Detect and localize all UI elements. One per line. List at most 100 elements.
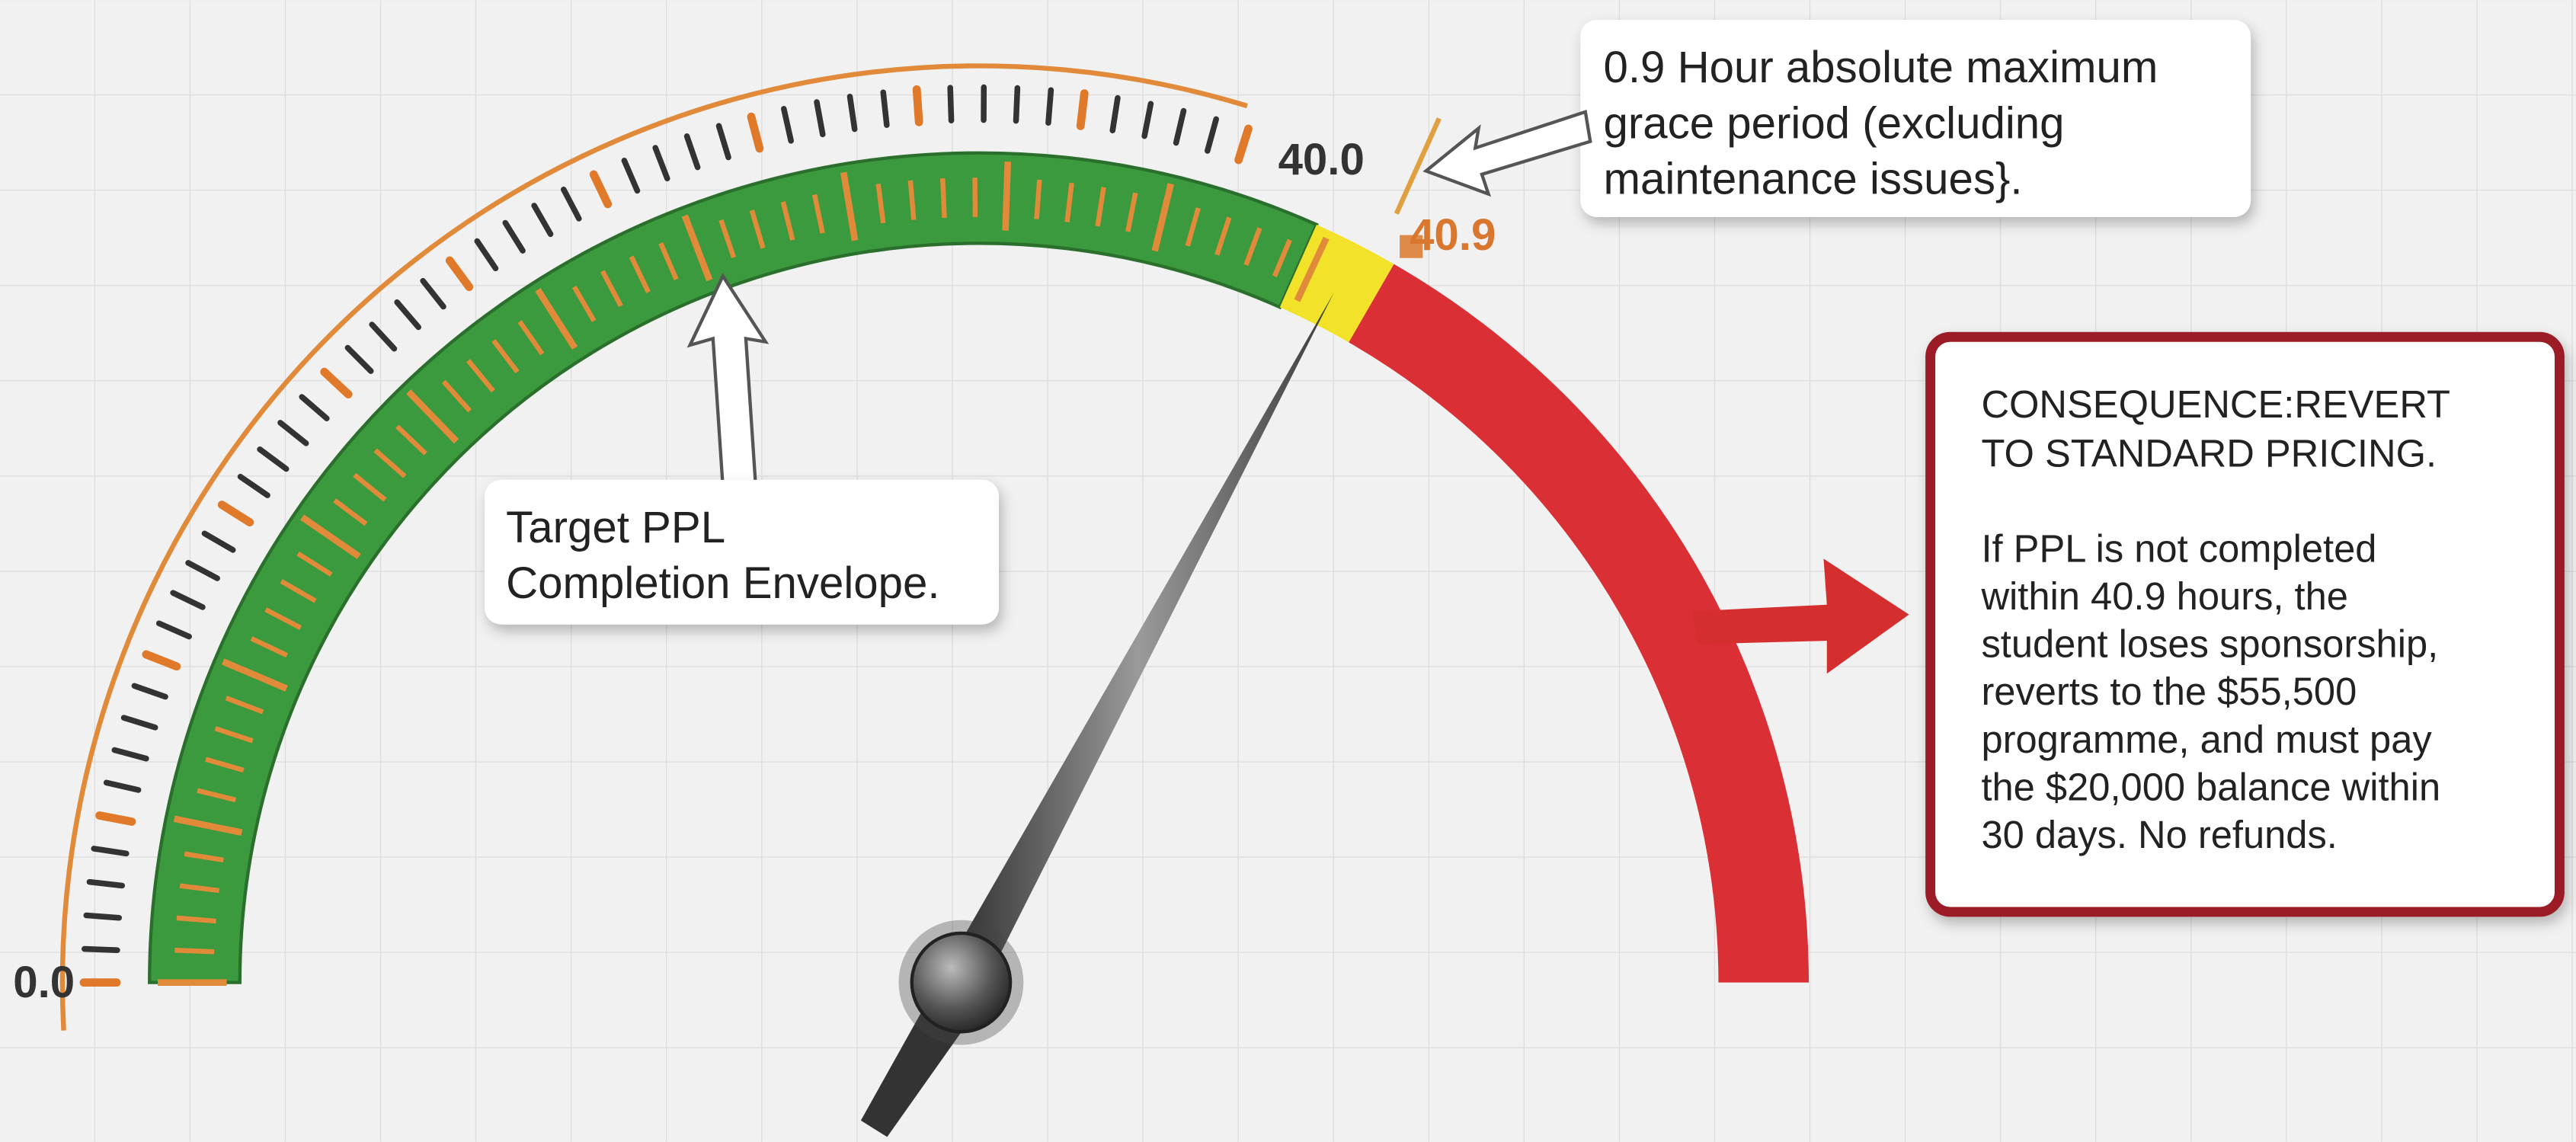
scale-tick <box>142 650 181 671</box>
band-tick <box>875 184 886 224</box>
scale-tick <box>1076 89 1089 130</box>
band-tick <box>1095 187 1106 227</box>
scale-tick <box>502 219 526 254</box>
scale-tick <box>91 846 130 857</box>
consequence-line: reverts to the $55,500 <box>1981 670 2357 713</box>
band-tick <box>174 948 215 955</box>
consequence-line: If PPL is not completed <box>1981 527 2376 571</box>
band-tick <box>406 389 459 444</box>
scale-tick <box>1013 85 1021 124</box>
scale-tick <box>86 878 126 889</box>
scale-tick <box>1234 124 1253 165</box>
scale-tick <box>237 473 270 498</box>
band-tick <box>1125 192 1138 232</box>
scale-tick <box>474 238 499 272</box>
band-tick <box>491 338 520 374</box>
band-tick <box>296 551 333 577</box>
scale-tick <box>369 321 398 352</box>
scale-tick <box>83 912 123 921</box>
band-tick <box>395 424 427 456</box>
outer-arc <box>59 63 1248 1031</box>
band-tick <box>173 815 243 836</box>
band-tick <box>441 379 472 413</box>
scale-tick <box>1141 101 1154 139</box>
target-callout-box <box>485 479 999 625</box>
band-tick <box>1243 227 1262 266</box>
consequence-line: 30 days. No refunds. <box>1981 813 2337 856</box>
scale-tick <box>1109 94 1121 134</box>
needle <box>942 293 1334 996</box>
scale-tick <box>683 133 701 171</box>
scale-tick <box>155 620 192 640</box>
scale-tick <box>82 945 120 953</box>
grace-callout-line: 0.9 Hour absolute maximum <box>1604 43 2158 92</box>
scale-tick <box>299 394 330 421</box>
band-tick <box>535 288 578 350</box>
scale-tick <box>747 112 764 153</box>
band-tick <box>300 514 361 559</box>
scale-tick <box>912 85 923 126</box>
band-tick <box>1151 183 1175 252</box>
scale-tick <box>652 145 670 181</box>
limit-label: 40.9 <box>1410 210 1496 260</box>
grace-callout-line: grace period (excluding <box>1604 98 2065 148</box>
band-tick <box>466 359 495 393</box>
scale-tick <box>814 99 826 138</box>
consequence-line: the $20,000 balance within <box>1981 765 2440 808</box>
scale-tick <box>947 85 955 123</box>
band-tick <box>333 498 368 526</box>
scale-tick <box>621 157 641 194</box>
consequence-line: student loses sponsorship, <box>1981 622 2438 666</box>
green-band <box>148 151 1319 984</box>
grace-callout-box <box>1580 20 2251 217</box>
band-tick <box>840 171 859 242</box>
scale-tick <box>1205 116 1219 154</box>
scale-tick <box>111 747 149 762</box>
target-callout-line: Target PPL <box>506 503 725 552</box>
band-tick <box>197 788 237 803</box>
band-tick <box>264 607 302 630</box>
band-tick <box>517 320 545 356</box>
scale-tick <box>185 560 220 581</box>
band-tick <box>222 658 288 692</box>
band-tick <box>1214 216 1232 256</box>
consequence-line: programme, and must pay <box>1981 718 2432 761</box>
scale-tick <box>95 811 136 826</box>
scale-tick <box>120 715 158 731</box>
band-tick <box>749 210 766 249</box>
gauge <box>59 63 1810 1137</box>
needle-hub <box>910 931 1013 1034</box>
band-tick <box>1064 182 1074 222</box>
scale-tick <box>277 420 309 446</box>
band-tick <box>1185 207 1201 247</box>
scale-tick <box>131 683 168 700</box>
scale-tick <box>420 277 446 310</box>
consequence-line: within 40.9 hours, the <box>1980 574 2348 618</box>
band-tick <box>205 757 245 773</box>
consequence-heading: TO STANDARD PRICING. <box>1981 432 2437 475</box>
scale-tick <box>170 590 206 610</box>
limit-marker <box>1400 235 1423 258</box>
target-callout-line: Completion Envelope. <box>506 558 939 608</box>
consequence-arrow <box>1691 558 1909 674</box>
band-tick <box>176 915 216 924</box>
scale-tick <box>201 530 236 553</box>
band-tick <box>1294 236 1330 302</box>
band-tick <box>780 201 795 241</box>
scale-tick <box>780 106 794 144</box>
scale-tick <box>445 256 474 292</box>
target-label: 40.0 <box>1278 135 1365 184</box>
scale-tick <box>880 89 890 128</box>
band-tick <box>600 270 623 308</box>
band-tick <box>939 178 947 219</box>
band-tick <box>1034 179 1042 219</box>
scale-tick <box>589 170 613 209</box>
band-tick <box>571 285 597 322</box>
yellow-band <box>1279 224 1394 343</box>
scale-tick <box>846 94 858 133</box>
scale-tick <box>531 203 554 238</box>
band-tick <box>184 851 224 863</box>
